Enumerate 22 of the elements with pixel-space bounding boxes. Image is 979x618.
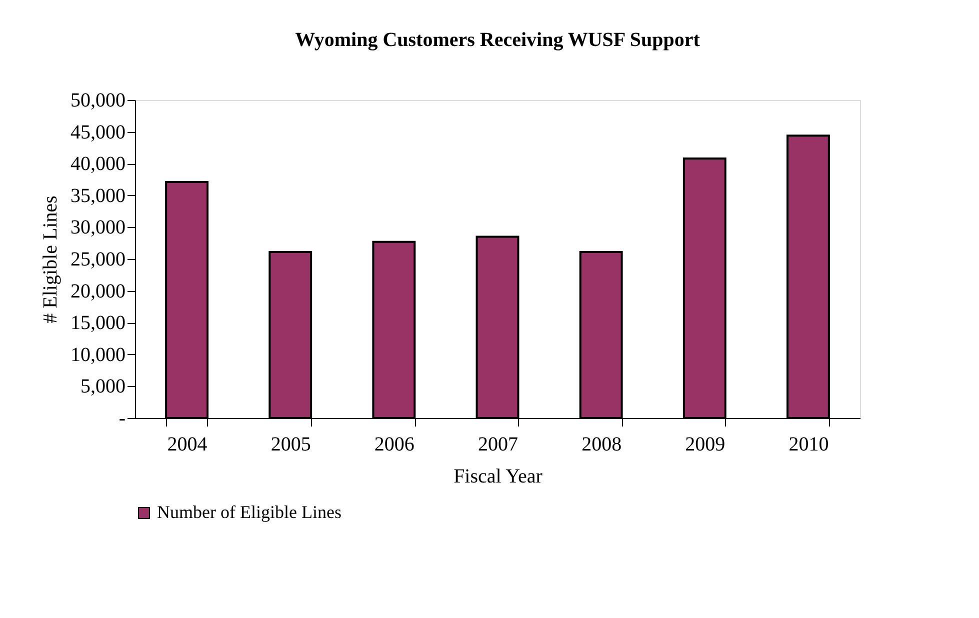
x-tick-label: 2009 [685, 434, 726, 456]
y-tick-label: 50,000 [70, 90, 126, 112]
y-tick-label: 40,000 [70, 153, 126, 176]
x-tick-label: 2010 [788, 434, 829, 456]
chart-title: Wyoming Customers Receiving WUSF Support [295, 29, 700, 51]
y-tick-label: 35,000 [70, 184, 126, 207]
y-axis-title: # Eligible Lines [40, 195, 62, 324]
x-tick-label: 2008 [582, 434, 622, 456]
y-tick-label: 15,000 [70, 312, 126, 334]
x-tick-label: 2005 [270, 434, 311, 456]
y-tick-label: 5,000 [80, 376, 126, 398]
x-tick-label: 2004 [167, 434, 208, 456]
x-tick-label: 2007 [478, 434, 518, 456]
y-tick-label: 30,000 [70, 216, 126, 239]
x-tick-label: 2006 [374, 434, 414, 456]
y-tick-label: 10,000 [70, 344, 126, 366]
y-tick-label: 45,000 [70, 121, 126, 144]
y-tick-label: 20,000 [70, 280, 126, 302]
y-tick-label: 25,000 [70, 248, 126, 270]
legend-label: Number of Eligible Lines [157, 502, 342, 522]
y-tick-label: - [118, 408, 126, 430]
x-axis-title: Fiscal Year [454, 466, 543, 488]
